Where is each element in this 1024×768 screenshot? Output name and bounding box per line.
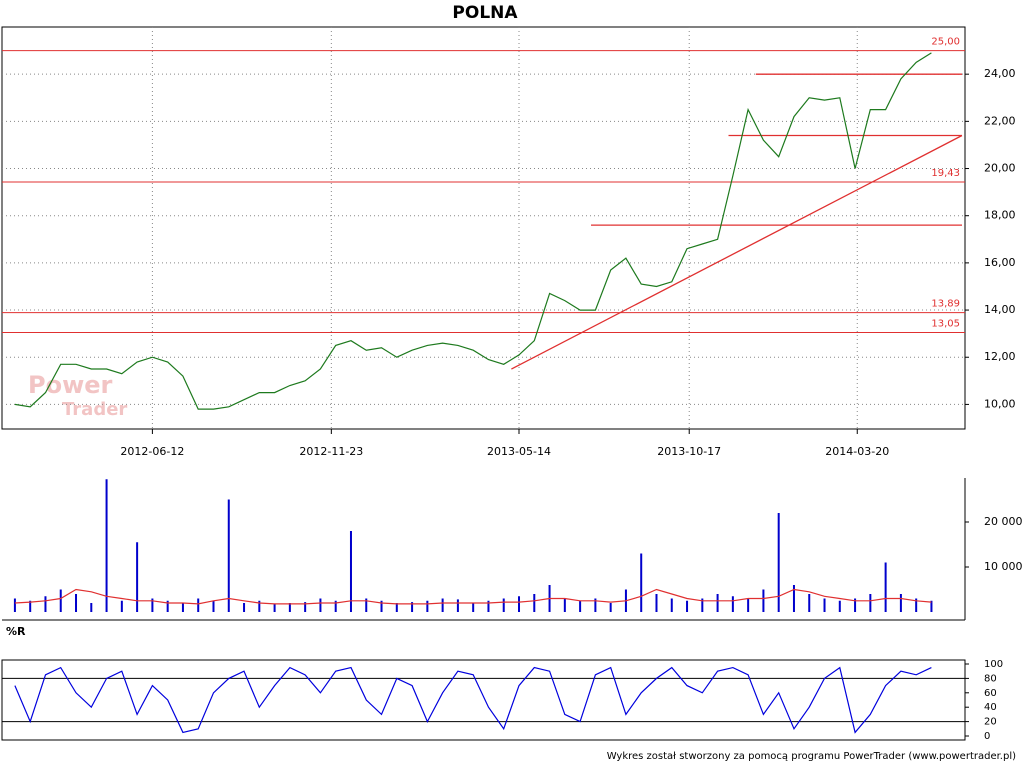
y-tick-label: 100 xyxy=(984,659,1003,670)
series-line xyxy=(14,52,932,410)
volume-bar xyxy=(151,598,154,612)
y-tick-label: 18,00 xyxy=(984,209,1016,222)
volume-bar xyxy=(655,594,658,612)
volume-bar xyxy=(288,603,291,612)
volume-bar xyxy=(472,603,475,612)
volume-bar xyxy=(212,600,215,612)
y-tick-label: 80 xyxy=(984,673,997,684)
volume-bar xyxy=(869,594,872,612)
volume-bar xyxy=(181,603,184,612)
volume-bar xyxy=(899,594,902,612)
y-tick-label: 40 xyxy=(984,702,997,713)
volume-bar xyxy=(227,499,230,612)
volume-bar xyxy=(426,600,429,612)
volume-bar xyxy=(731,596,734,612)
watermark: Power xyxy=(28,371,113,399)
chart-title: POLNA xyxy=(452,3,518,23)
volume-bar xyxy=(762,589,765,612)
volume-bar xyxy=(854,598,857,612)
volume-bar xyxy=(915,598,918,612)
y-tick-label: 10,00 xyxy=(984,397,1016,410)
y-tick-label: 60 xyxy=(984,688,997,699)
volume-bar xyxy=(456,599,459,612)
volume-bar xyxy=(884,562,887,612)
volume-bar xyxy=(197,598,200,612)
volume-bar xyxy=(563,598,566,612)
volume-bar xyxy=(59,589,62,612)
volume-bar xyxy=(579,600,582,612)
x-tick-label: 2012-11-23 xyxy=(299,445,363,458)
y-tick-label: 22,00 xyxy=(984,114,1016,127)
price-frame xyxy=(1,26,966,430)
volume-bar xyxy=(120,600,123,612)
volume-bar xyxy=(90,603,93,612)
volume-bar xyxy=(808,594,811,612)
volume-bar xyxy=(411,602,414,612)
watermark: Trader xyxy=(62,399,127,420)
volume-bar xyxy=(44,596,47,612)
series-line xyxy=(14,666,932,734)
volume-bar xyxy=(640,553,643,612)
volume-bar xyxy=(334,600,337,612)
y-tick-label: 20,00 xyxy=(984,162,1016,175)
x-tick-label: 2012-06-12 xyxy=(120,445,184,458)
volume-bar xyxy=(273,603,276,612)
footer: Wykres został stworzony za pomocą progra… xyxy=(607,751,1016,762)
volume-bar xyxy=(701,598,704,612)
level-label: 13,89 xyxy=(931,299,960,310)
y-tick-label: 10 000 xyxy=(984,560,1023,573)
volume-bar xyxy=(823,598,826,612)
y-tick-label: 20 xyxy=(984,717,997,728)
volume-bar xyxy=(686,600,689,612)
x-tick-label: 2013-05-14 xyxy=(487,445,551,458)
volume-bar xyxy=(747,598,750,612)
volume-bar xyxy=(136,542,139,612)
volume-bar xyxy=(792,585,795,612)
volume-bar xyxy=(243,603,246,612)
volume-bar xyxy=(502,598,505,612)
level-label: 19,43 xyxy=(931,168,960,179)
y-tick-label: 24,00 xyxy=(984,67,1016,80)
y-tick-label: 20 000 xyxy=(984,515,1023,528)
volume-bar xyxy=(441,598,444,612)
volume-bar xyxy=(716,594,719,612)
y-tick-label: 16,00 xyxy=(984,256,1016,269)
volume-bar xyxy=(166,600,169,612)
x-tick-label: 2013-10-17 xyxy=(657,445,721,458)
indicator-title: %R xyxy=(6,625,26,638)
trend-line xyxy=(511,134,963,370)
volume-bar xyxy=(395,603,398,612)
volume-bar xyxy=(533,594,536,612)
y-tick-label: 0 xyxy=(984,731,990,742)
volume-bar xyxy=(930,600,933,612)
volume-bar xyxy=(319,598,322,612)
level-label: 13,05 xyxy=(931,318,960,329)
volume-bar xyxy=(518,596,521,612)
volume-bar xyxy=(13,598,16,612)
volume-bar xyxy=(609,603,612,612)
volume-bar xyxy=(670,598,673,612)
volume-bar xyxy=(258,600,261,612)
x-tick-label: 2014-03-20 xyxy=(825,445,889,458)
volume-bar xyxy=(105,479,108,612)
level-label: 25,00 xyxy=(931,37,960,48)
volume-bar xyxy=(380,600,383,612)
volume-bar xyxy=(365,598,368,612)
y-tick-label: 14,00 xyxy=(984,303,1016,316)
series-line xyxy=(14,588,932,605)
volume-bar xyxy=(777,513,780,612)
volume-bar xyxy=(29,600,32,612)
r-frame xyxy=(1,659,966,741)
volume-bar xyxy=(838,600,841,612)
volume-bar xyxy=(594,598,597,612)
volume-bar xyxy=(304,602,307,612)
volume-bar xyxy=(487,600,490,612)
volume-bar xyxy=(349,531,352,612)
volume-bar xyxy=(75,594,78,612)
y-tick-label: 12,00 xyxy=(984,350,1016,363)
